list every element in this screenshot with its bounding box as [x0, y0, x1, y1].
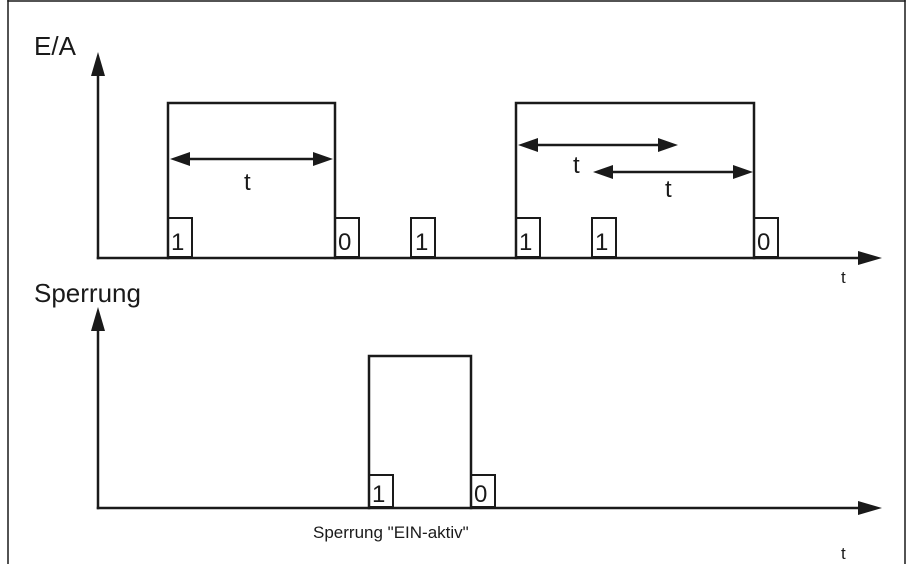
input-label-5: 1	[595, 229, 608, 256]
duration-arrow-2-head-left	[518, 138, 538, 152]
input-box-2	[334, 217, 360, 258]
duration-label-1: t	[244, 169, 251, 196]
output-pulse-2	[514, 101, 756, 260]
input-box-3	[410, 217, 436, 258]
duration-arrow-1-head-right	[313, 152, 333, 166]
lock-input-box-2	[470, 474, 496, 508]
duration-arrow-3-head-right	[733, 165, 753, 179]
input-label-4: 1	[519, 229, 532, 256]
bottom-x-axis-arrowhead	[858, 501, 882, 515]
bottom-y-axis-arrowhead	[91, 307, 105, 331]
top-x-axis-label: t	[841, 268, 846, 287]
input-label-2: 0	[338, 229, 351, 256]
bottom-y-axis-label: Sperrung	[34, 278, 141, 308]
input-label-6: 0	[757, 229, 770, 256]
duration-arrow-1-head-left	[170, 152, 190, 166]
top-y-axis-arrowhead	[91, 52, 105, 76]
lock-input-label-2: 0	[474, 481, 487, 508]
top-x-axis-arrowhead	[858, 251, 882, 265]
bottom-chart: Sperrung t 1 0 Sperrung "EIN-aktiv"	[34, 278, 882, 563]
output-pulse-1	[166, 101, 337, 260]
lock-mode-caption: Sperrung "EIN-aktiv"	[313, 523, 469, 542]
duration-label-3: t	[665, 176, 672, 203]
duration-arrow-2-head-right	[658, 138, 678, 152]
input-box-4	[515, 217, 541, 258]
input-box-5	[591, 217, 617, 258]
lock-pulse	[367, 354, 473, 510]
lock-input-box-1	[368, 474, 394, 508]
input-label-3: 1	[415, 229, 428, 256]
duration-label-2: t	[573, 152, 580, 179]
input-box-6	[753, 217, 779, 258]
top-chart: E/A t t t t 1 0 1 1	[34, 31, 882, 287]
input-box-1	[167, 217, 193, 258]
top-y-axis-label: E/A	[34, 31, 77, 61]
input-label-1: 1	[171, 229, 184, 256]
duration-arrow-3-head-left	[593, 165, 613, 179]
lock-input-label-1: 1	[372, 481, 385, 508]
bottom-x-axis-label: t	[841, 544, 846, 563]
